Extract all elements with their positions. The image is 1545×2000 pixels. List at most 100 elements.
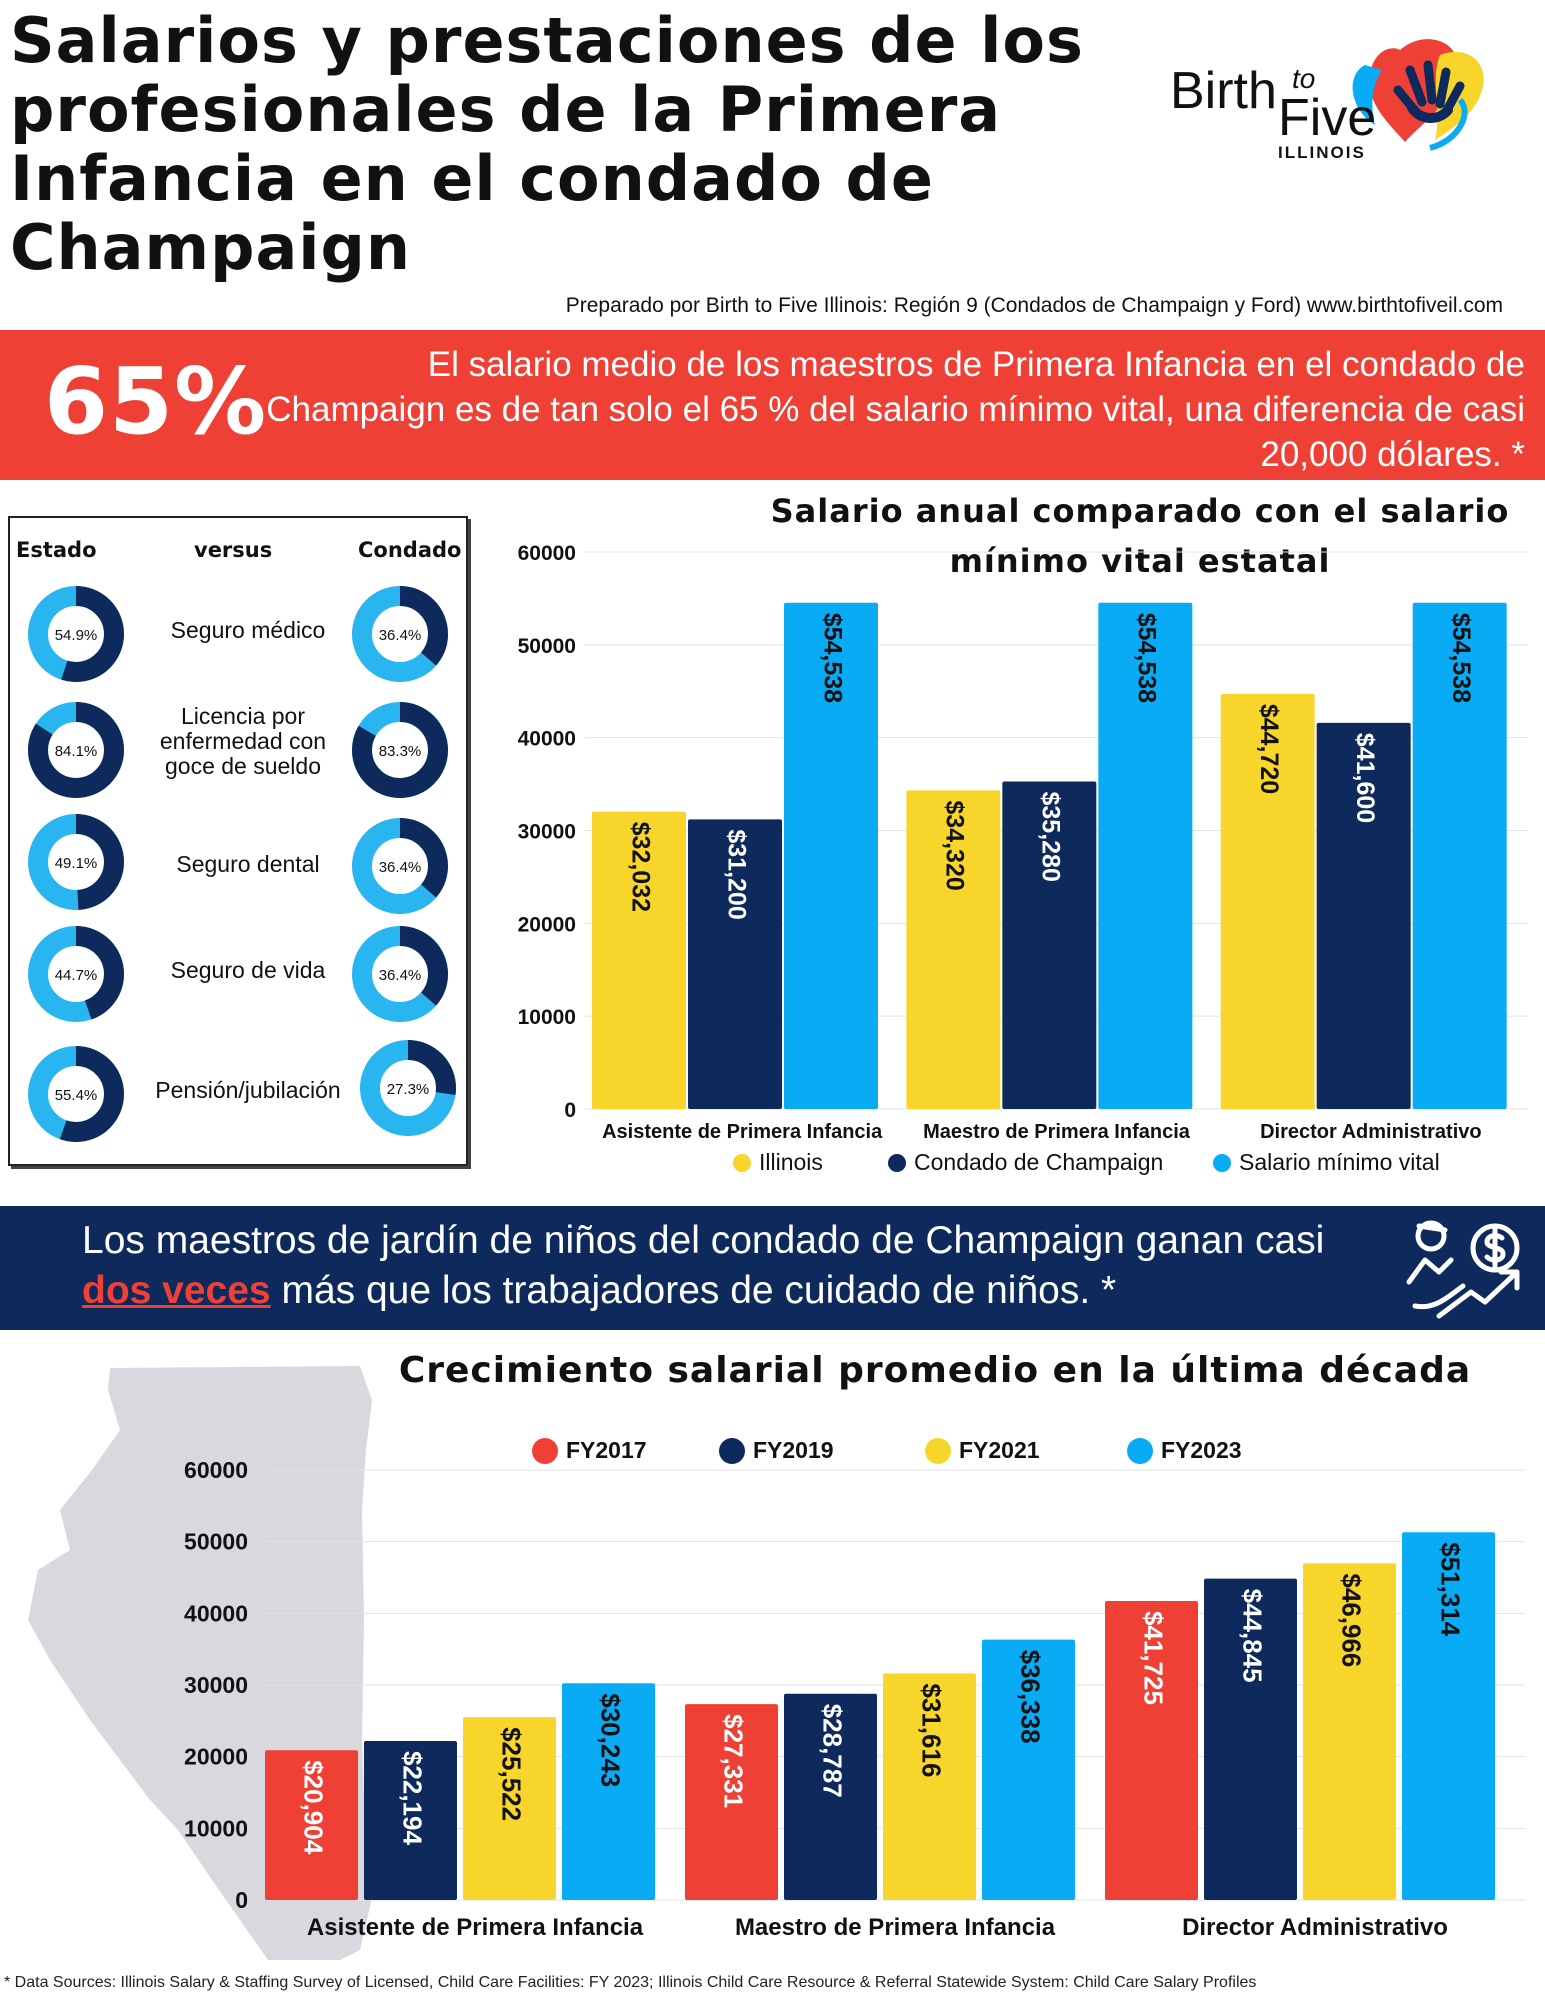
bar-value-label: $44,720 <box>1255 704 1283 794</box>
donut-county-life: 36.4% <box>352 926 448 1022</box>
donut-fill <box>28 926 124 1022</box>
donut-label: 36.4% <box>379 967 422 984</box>
y-tick-label: 50000 <box>518 635 576 658</box>
bar-value-label: $36,338 <box>1016 1650 1046 1744</box>
bar-value-label: $25,522 <box>497 1727 527 1821</box>
legend-label: FY2021 <box>959 1437 1040 1463</box>
chart2-title: Crecimiento salarial promedio en la últi… <box>398 1350 1472 1391</box>
y-tick-label: 50000 <box>184 1529 248 1555</box>
banner-blue-highlight: dos veces <box>82 1269 271 1312</box>
hands-logo-icon <box>1352 39 1484 151</box>
donut-state-life: 44.7% <box>28 926 124 1022</box>
benefit-label-pension: Pensión/jubilación <box>155 1077 341 1103</box>
legend-label: Condado de Champaign <box>914 1149 1163 1175</box>
legend-marker <box>1127 1438 1153 1464</box>
bar-fy2019-0 <box>364 1740 457 1900</box>
legend-label: FY2023 <box>1161 1437 1242 1463</box>
bar-fy2017-0 <box>265 1750 358 1900</box>
donut-county-sick-leave: 83.3% <box>352 702 448 798</box>
y-tick-label: 0 <box>564 1099 576 1122</box>
banner-percent: 65% <box>44 348 268 455</box>
x-category-label: Maestro de Primera Infancia <box>735 1914 1056 1941</box>
banner-blue-text-after: más que los trabajadores de cuidado de n… <box>281 1269 1117 1312</box>
salary-growth-chart: 0 10000 20000 30000 40000 50000 60000 $20,904 $2… <box>184 1437 1525 1941</box>
x-category-label: Director Administrativo <box>1182 1914 1448 1941</box>
bar-fy2019-1 <box>784 1693 877 1900</box>
blue-banner: Los maestros de jardín de niños del cond… <box>0 1206 1545 1330</box>
donut-state-sick-leave: 84.1% <box>28 702 124 798</box>
bar-value-label: $46,966 <box>1337 1573 1367 1667</box>
bar-fy2023-0 <box>562 1683 655 1900</box>
bar-fy2021-2 <box>1303 1563 1396 1900</box>
donut-fill <box>352 702 448 798</box>
bar-value-label: $35,280 <box>1037 791 1065 881</box>
benefit-label-medical: Seguro médico <box>170 617 326 643</box>
donut-label: 83.3% <box>379 743 422 760</box>
legend-marker <box>532 1438 558 1464</box>
donut-state-medical: 54.9% <box>28 586 124 682</box>
bar-value-label: $51,314 <box>1436 1542 1466 1637</box>
bar-fy2021-0 <box>463 1717 556 1900</box>
x-category-label: Asistente de Primera Infancia <box>602 1121 883 1143</box>
donut-label: 84.1% <box>55 743 98 760</box>
bar-fy2021-1 <box>883 1673 976 1900</box>
legend-label: Illinois <box>759 1149 823 1175</box>
y-tick-label: 20000 <box>518 913 576 936</box>
bar-value-label: $54,538 <box>1447 613 1475 703</box>
donut-state-dental: 49.1% <box>28 814 124 910</box>
y-tick-label: 40000 <box>184 1600 248 1626</box>
logo-birth: Birth <box>1170 62 1277 120</box>
legend-marker <box>925 1438 951 1464</box>
benefit-label-sick-leave: Licencia por enfermedad con goce de suel… <box>159 703 327 779</box>
legend-label: FY2019 <box>753 1437 834 1463</box>
bar-value-label: $34,320 <box>941 800 969 890</box>
header-county: Condado <box>358 538 462 562</box>
donut-fill <box>352 926 448 1022</box>
logo-state: ILLINOIS <box>1278 143 1366 162</box>
bar-salario-mínimo-vital-2 <box>1412 602 1507 1109</box>
donut-label: 36.4% <box>379 859 422 876</box>
x-category-label: Maestro de Primera Infancia <box>923 1121 1191 1143</box>
bar-salario-mínimo-vital-1 <box>1098 602 1193 1109</box>
y-tick-label: 20000 <box>184 1744 248 1770</box>
bar-value-label: $28,787 <box>818 1704 848 1798</box>
donut-fill <box>360 1040 456 1136</box>
donut-fill <box>28 586 124 682</box>
bar-value-label: $44,845 <box>1238 1589 1268 1683</box>
bar-value-label: $41,725 <box>1139 1611 1169 1705</box>
donut-label: 55.4% <box>55 1087 98 1104</box>
bar-fy2023-1 <box>982 1639 1075 1900</box>
y-tick-label: 10000 <box>184 1815 248 1841</box>
banner-red-text: El salario medio de los maestros de Prim… <box>266 345 1525 474</box>
donut-fill <box>352 586 448 682</box>
page-title: Salarios y prestaciones de los profesion… <box>10 4 1084 284</box>
legend-marker <box>733 1154 751 1172</box>
birth-to-five-logo: Birth to Five ILLINOIS <box>1170 39 1484 162</box>
bar-value-label: $41,600 <box>1351 733 1379 823</box>
legend-marker <box>719 1438 745 1464</box>
y-tick-label: 10000 <box>518 1006 576 1029</box>
prepared-by: Preparado por Birth to Five Illinois: Re… <box>565 294 1503 317</box>
benefit-label-dental: Seguro dental <box>176 851 320 877</box>
benefit-label-life: Seguro de vida <box>170 957 326 983</box>
bar-value-label: $32,032 <box>626 822 654 912</box>
bar-fy2019-2 <box>1204 1578 1297 1900</box>
footnote: * Data Sources: Illinois Salary & Staffi… <box>4 1974 1257 1991</box>
y-tick-label: 0 <box>235 1887 248 1913</box>
y-tick-label: 30000 <box>518 821 576 844</box>
y-tick-label: 60000 <box>184 1457 248 1483</box>
header-versus: versus <box>194 538 273 562</box>
salary-growth-icon <box>1406 1220 1520 1319</box>
bar-value-label: $27,331 <box>719 1714 749 1808</box>
bar-condado-de-champaign-2 <box>1316 722 1411 1109</box>
donut-fill <box>28 702 124 798</box>
donut-label: 27.3% <box>387 1081 430 1098</box>
donut-label: 36.4% <box>379 627 422 644</box>
y-tick-label: 40000 <box>518 728 576 751</box>
bar-condado-de-champaign-0 <box>688 819 782 1109</box>
donut-label: 44.7% <box>55 967 98 984</box>
bar-value-label: $31,200 <box>722 829 750 919</box>
legend-label: Salario mínimo vital <box>1239 1149 1440 1175</box>
header-state: Estado <box>16 538 97 562</box>
bar-value-label: $30,243 <box>596 1693 626 1787</box>
